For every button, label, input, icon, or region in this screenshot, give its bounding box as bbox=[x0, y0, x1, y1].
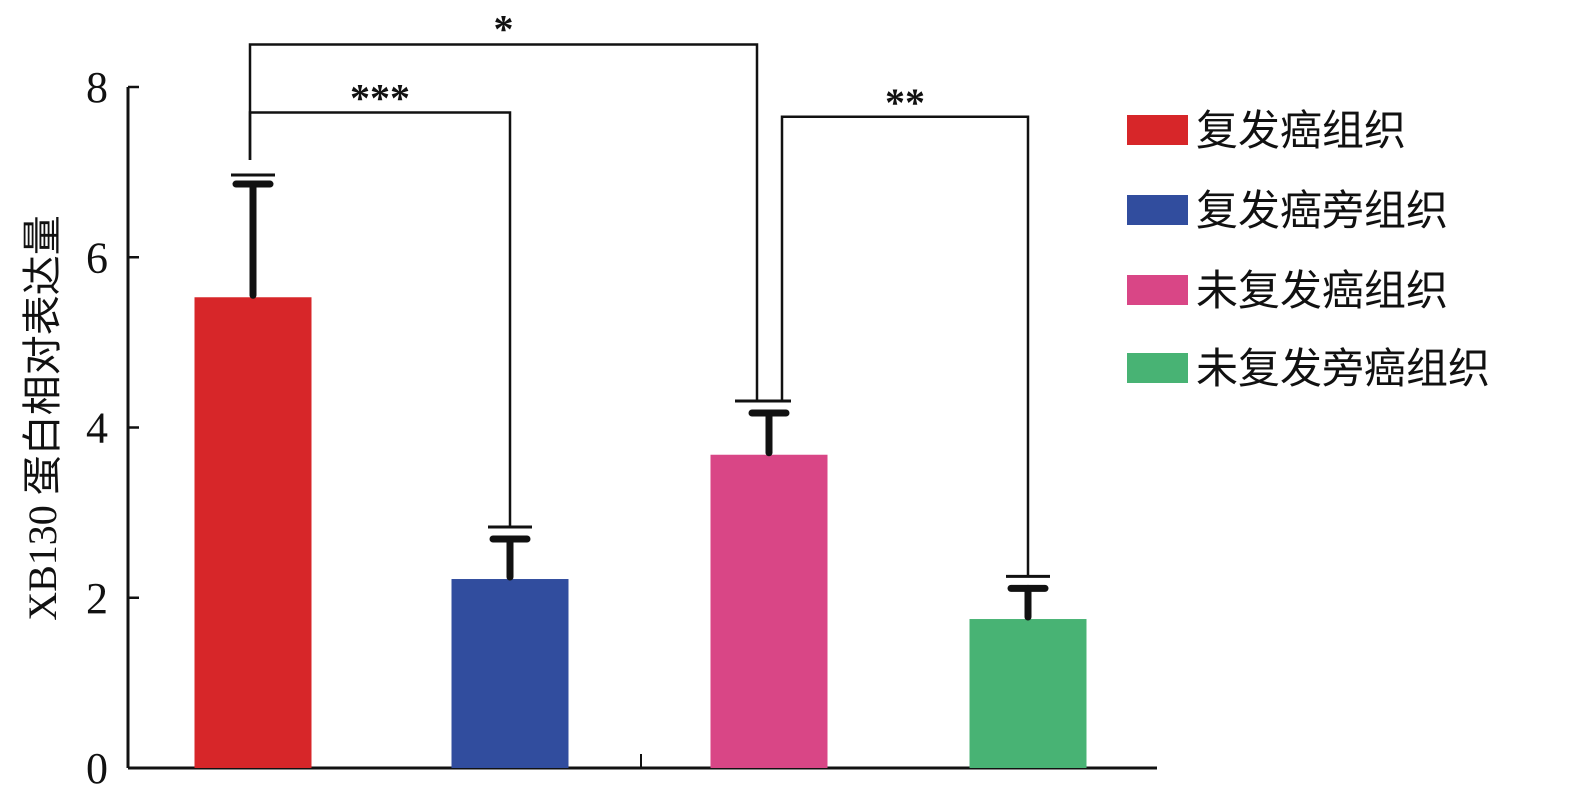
y-axis-label: XB130 蛋白相对表达量 bbox=[20, 215, 65, 621]
significance-label: *** bbox=[350, 76, 410, 121]
legend-label: 复发癌组织 bbox=[1196, 108, 1406, 155]
legend-swatch bbox=[1127, 275, 1188, 305]
bars bbox=[194, 180, 1087, 768]
y-tick-label: 2 bbox=[86, 574, 108, 623]
y-tick-label: 4 bbox=[86, 404, 108, 453]
bar-4 bbox=[969, 619, 1087, 768]
legend-swatch bbox=[1127, 195, 1188, 225]
legend-label: 未复发癌组织 bbox=[1196, 268, 1448, 315]
significance-bracket bbox=[780, 115, 1030, 577]
bar-3 bbox=[710, 454, 828, 768]
y-tick-label: 8 bbox=[86, 63, 108, 112]
significance-label: * bbox=[494, 6, 514, 51]
significance-bracket bbox=[248, 43, 759, 402]
legend-label: 复发癌旁组织 bbox=[1196, 188, 1448, 235]
bar-2 bbox=[451, 579, 569, 768]
y-tick-label: 0 bbox=[86, 744, 108, 793]
legend-label: 未复发旁癌组织 bbox=[1196, 346, 1490, 393]
y-tick-label: 6 bbox=[86, 233, 108, 282]
significance-brackets: ****** bbox=[231, 6, 1050, 578]
bar-1 bbox=[194, 297, 312, 768]
legend-swatch bbox=[1127, 353, 1188, 383]
legend-swatch bbox=[1127, 115, 1188, 145]
significance-label: ** bbox=[885, 80, 925, 125]
